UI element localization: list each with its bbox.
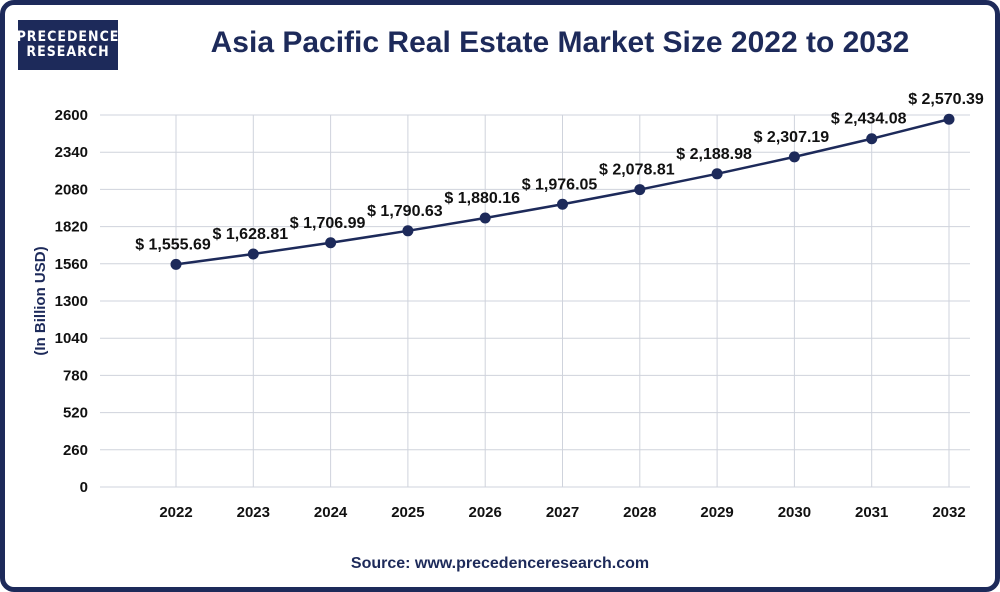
x-tick-label: 2024 [314, 504, 348, 521]
x-tick-label: 2028 [623, 504, 656, 521]
data-point [711, 168, 723, 180]
y-tick-label: 260 [63, 442, 88, 459]
data-label: $ 2,570.39 [908, 91, 984, 108]
y-tick-label: 1560 [55, 256, 88, 273]
data-label: $ 2,078.81 [599, 162, 675, 179]
data-label: $ 1,555.69 [135, 236, 211, 253]
x-tick-label: 2022 [159, 504, 192, 521]
data-point [634, 184, 646, 196]
logo-line-1: PRECEDENCE [16, 29, 120, 46]
y-tick-label: 1300 [55, 293, 88, 310]
y-tick-label: 2600 [55, 107, 88, 124]
x-tick-label: 2032 [932, 504, 965, 521]
x-tick-label: 2025 [391, 504, 424, 521]
data-point [402, 225, 414, 237]
x-tick-label: 2026 [469, 504, 502, 521]
data-point [866, 133, 878, 145]
data-label: $ 1,706.99 [290, 215, 366, 232]
x-tick-label: 2023 [237, 504, 270, 521]
data-label: $ 1,790.63 [367, 203, 443, 220]
data-label: $ 2,188.98 [676, 146, 752, 163]
y-tick-label: 2080 [55, 181, 88, 198]
x-tick-label: 2027 [546, 504, 579, 521]
data-point [325, 237, 337, 249]
data-label: $ 1,976.05 [522, 176, 598, 193]
y-tick-label: 1040 [55, 330, 88, 347]
data-label: $ 1,628.81 [212, 226, 288, 243]
data-point [479, 212, 491, 224]
logo-line-2: RESEARCH [26, 44, 110, 60]
data-label: $ 2,307.19 [754, 129, 830, 146]
y-tick-label: 780 [63, 367, 88, 384]
y-tick-label: 1820 [55, 219, 88, 236]
y-tick-label: 2340 [55, 144, 88, 161]
data-point [170, 258, 182, 270]
data-point [557, 198, 568, 210]
y-tick-label: 520 [63, 405, 88, 422]
data-point [247, 248, 259, 260]
data-point [943, 113, 955, 125]
data-label: $ 1,880.16 [444, 190, 520, 207]
chart-title: Asia Pacific Real Estate Market Size 202… [210, 26, 910, 59]
y-axis-label: (In Billion USD) [32, 246, 49, 355]
source-note: Source: www.precedenceresearch.com [350, 555, 650, 572]
x-tick-label: 2030 [778, 504, 811, 521]
x-tick-label: 2029 [700, 504, 733, 521]
x-tick-label: 2031 [855, 504, 888, 521]
data-point [788, 151, 800, 163]
brand-logo: PRECEDENCE RESEARCH [16, 20, 120, 70]
data-label: $ 2,434.08 [831, 111, 907, 128]
y-tick-label: 0 [80, 479, 88, 496]
